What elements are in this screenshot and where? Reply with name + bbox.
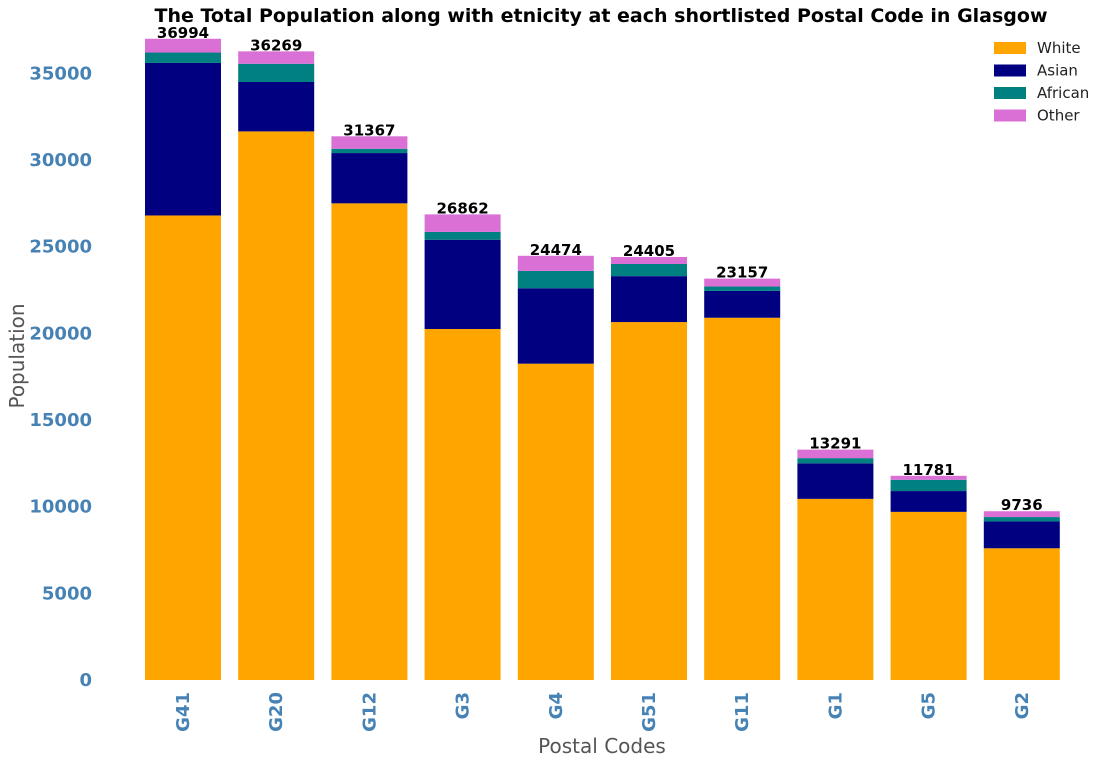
total-labels: 36994 36269 31367 26862 24474 24405 23157 13291… <box>157 24 1043 514</box>
legend-swatch-white <box>994 42 1026 54</box>
bar-segment-asian <box>611 276 687 323</box>
x-tick-label: G51 <box>639 692 660 732</box>
bar-segment-other <box>331 136 408 149</box>
bar-segment-asian <box>797 463 874 499</box>
x-tick-label: G2 <box>1012 692 1033 719</box>
bar-segment-african <box>611 264 687 277</box>
legend-swatch-african <box>994 87 1026 99</box>
total-label: 11781 <box>903 461 955 479</box>
y-tick-label: 30000 <box>29 150 92 171</box>
legend-swatch-asian <box>994 64 1026 77</box>
bar-segment-asian <box>145 62 221 216</box>
chart-title: The Total Population along with etnicity… <box>154 5 1047 27</box>
total-label: 9736 <box>1001 496 1043 514</box>
bar-segment-other <box>238 51 315 64</box>
bar-segment-white <box>983 548 1060 680</box>
total-label: 26862 <box>437 199 489 217</box>
x-tick-label: G5 <box>919 692 940 719</box>
y-tick-label: 10000 <box>29 497 92 518</box>
legend-label: White <box>1037 39 1081 57</box>
bar-segment-white <box>797 498 874 680</box>
bar-segment-white <box>424 329 501 680</box>
bar-segment-african <box>704 286 781 291</box>
y-tick-label: 15000 <box>29 410 92 431</box>
total-label: 36994 <box>157 24 209 42</box>
total-label: 24474 <box>530 241 582 259</box>
x-tick-label: G41 <box>173 692 194 732</box>
y-tick-label: 35000 <box>29 63 92 84</box>
bar-segment-white <box>238 131 315 680</box>
total-label: 36269 <box>250 36 302 54</box>
bar-segment-other <box>890 475 967 480</box>
bar-segment-white <box>611 322 687 680</box>
bar-segment-african <box>890 479 967 492</box>
y-tick-label: 20000 <box>29 323 92 344</box>
x-axis-label: Postal Codes <box>538 734 666 758</box>
y-tick-label: 0 <box>79 670 92 691</box>
bar-segment-african <box>238 63 315 82</box>
bar-segment-other <box>797 449 874 459</box>
legend-label: African <box>1037 84 1089 102</box>
x-tick-label: G12 <box>359 692 380 732</box>
bar-segment-white <box>517 363 594 680</box>
y-tick-label: 5000 <box>42 583 92 604</box>
bar-segment-other <box>145 38 221 53</box>
bar-segment-asian <box>238 82 315 132</box>
x-axis-ticks: G41 G20 G12 G3 G4 G51 G11 G1 G5 G2 <box>173 692 1033 732</box>
bar-segment-african <box>145 52 221 63</box>
bar-segment-white <box>890 511 967 680</box>
legend-label: Asian <box>1037 62 1078 80</box>
y-axis-label: Population <box>5 303 29 408</box>
bar-segment-african <box>983 517 1060 522</box>
bar-segment-other <box>517 255 594 271</box>
x-tick-label: G1 <box>825 692 846 719</box>
total-label: 24405 <box>623 242 675 260</box>
bar-segment-other <box>983 511 1060 518</box>
bar-segment-other <box>704 278 781 287</box>
legend-label: Other <box>1037 107 1080 125</box>
bar-segment-other <box>424 214 501 232</box>
total-label: 23157 <box>716 264 768 282</box>
bar-segment-asian <box>517 288 594 364</box>
x-tick-label: G20 <box>266 692 287 732</box>
bar-segment-african <box>424 231 501 240</box>
bar-segment-asian <box>424 239 501 329</box>
bar-segment-asian <box>890 491 967 512</box>
bar-segment-other <box>611 256 687 264</box>
bar-segment-african <box>331 148 408 154</box>
bar-segment-asian <box>983 521 1060 549</box>
y-axis-ticks: 0 5000 10000 15000 20000 25000 30000 35000 <box>29 63 92 691</box>
x-tick-label: G3 <box>453 692 474 719</box>
y-tick-label: 25000 <box>29 237 92 258</box>
legend: White Asian African Other <box>994 39 1089 125</box>
bar-segment-asian <box>704 290 781 318</box>
bar-segment-white <box>145 215 221 680</box>
x-tick-label: G4 <box>546 692 567 719</box>
bar-segment-african <box>797 458 874 464</box>
legend-swatch-other <box>994 109 1026 122</box>
bar-segment-white <box>331 203 408 681</box>
bar-segment-african <box>517 270 594 289</box>
total-label: 31367 <box>343 121 395 139</box>
bar-segment-white <box>704 317 781 680</box>
total-label: 13291 <box>809 435 861 453</box>
bar-segment-asian <box>331 153 408 204</box>
x-tick-label: G11 <box>732 692 753 732</box>
bars <box>145 38 1060 681</box>
